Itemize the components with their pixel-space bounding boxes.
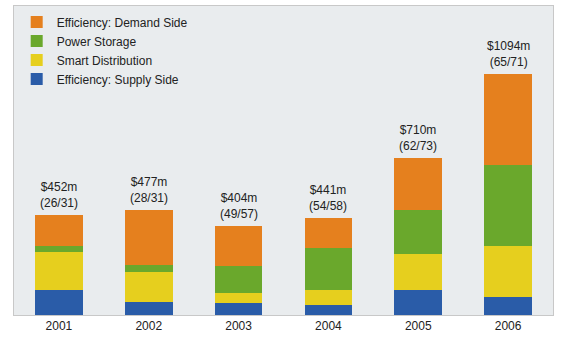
svg-text:2005: 2005 xyxy=(405,319,432,333)
svg-text:$1094m(65/71): $1094m(65/71) xyxy=(487,39,530,69)
svg-text:$404m(49/57): $404m(49/57) xyxy=(220,191,258,221)
svg-text:Efficiency: Demand Side: Efficiency: Demand Side xyxy=(57,16,188,30)
svg-text:$452m(26/31): $452m(26/31) xyxy=(40,180,78,210)
svg-text:$477m(28/31): $477m(28/31) xyxy=(130,175,168,205)
svg-text:Efficiency: Supply Side: Efficiency: Supply Side xyxy=(57,73,179,87)
svg-text:2004: 2004 xyxy=(315,319,342,333)
svg-text:Smart Distribution: Smart Distribution xyxy=(57,54,152,68)
svg-text:Power Storage: Power Storage xyxy=(57,35,137,49)
svg-text:2006: 2006 xyxy=(495,319,522,333)
svg-text:$441m(54/58): $441m(54/58) xyxy=(309,183,347,213)
svg-text:2003: 2003 xyxy=(225,319,252,333)
svg-text:2002: 2002 xyxy=(135,319,162,333)
svg-text:$710m(62/73): $710m(62/73) xyxy=(399,123,437,153)
svg-text:2001: 2001 xyxy=(46,319,73,333)
